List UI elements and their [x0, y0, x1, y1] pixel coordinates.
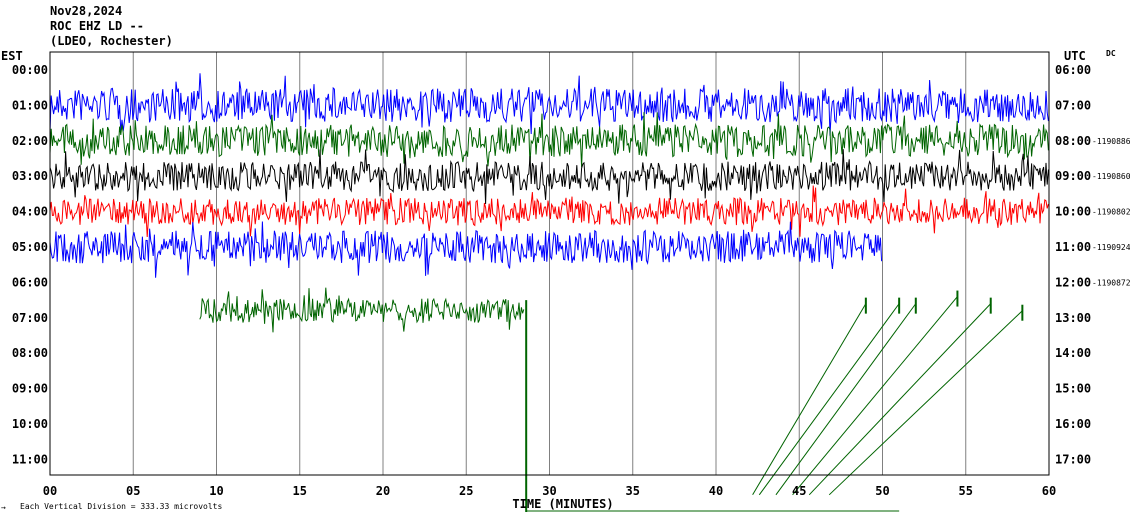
connector-line	[758, 303, 900, 496]
x-axis-title: TIME (MINUTES)	[512, 497, 613, 511]
right-time-tick: 06:00	[1055, 63, 1091, 77]
right-time-tick: 07:00	[1055, 98, 1091, 112]
left-timezone-label: EST	[1, 49, 23, 63]
left-time-tick: 01:00	[12, 98, 48, 112]
left-time-tick: 10:00	[12, 417, 48, 431]
right-time-tick: 13:00	[1055, 311, 1091, 325]
trace-3	[49, 149, 1049, 205]
right-time-tick: 08:00	[1055, 134, 1091, 148]
trace-4	[49, 185, 1049, 238]
x-tick-label: 20	[376, 484, 390, 498]
grid-lines	[132, 52, 967, 475]
trace-6	[199, 287, 525, 333]
left-time-tick: 06:00	[12, 275, 48, 289]
left-time-tick: 03:00	[12, 169, 48, 183]
right-time-tick: 15:00	[1055, 382, 1091, 396]
x-tick-label: 25	[459, 484, 473, 498]
x-tick-label: 10	[209, 484, 223, 498]
footer-arrow-icon: →	[1, 503, 6, 512]
trace-layer	[49, 73, 1049, 512]
connector-line	[808, 303, 992, 496]
x-tick-label: 45	[792, 484, 806, 498]
x-tick-label: 05	[126, 484, 140, 498]
connector-line	[775, 303, 917, 496]
right-time-tick: 09:00	[1055, 169, 1091, 183]
right-time-tick: 14:00	[1055, 346, 1091, 360]
left-time-tick: 05:00	[12, 240, 48, 254]
x-tick-label: 55	[959, 484, 973, 498]
row-count-label: -1190886	[1092, 137, 1130, 146]
left-time-tick: 08:00	[12, 346, 48, 360]
x-tick-label: 15	[293, 484, 307, 498]
row-count-label: -1190860	[1092, 172, 1130, 181]
connector-line	[792, 296, 958, 496]
plot-frame	[49, 51, 1050, 476]
x-tick-label: 30	[542, 484, 556, 498]
left-time-tick: 11:00	[12, 452, 48, 466]
x-tick-label: 40	[709, 484, 723, 498]
footer-scale-note: Each Vertical Division = 333.33 microvol…	[20, 502, 223, 511]
x-tick-label: 50	[875, 484, 889, 498]
right-time-tick: 17:00	[1055, 452, 1091, 466]
right-time-tick: 11:00	[1055, 240, 1091, 254]
plot-date: Nov28,2024	[50, 4, 123, 18]
left-time-tick: 07:00	[12, 311, 48, 325]
connector-line	[828, 310, 1023, 496]
right-time-tick: 12:00	[1055, 275, 1091, 289]
row-count-label: -1190924	[1092, 243, 1130, 252]
row-count-label: -1190872	[1092, 278, 1130, 287]
network-name: (LDEO, Rochester)	[50, 34, 173, 48]
left-time-tick: 04:00	[12, 205, 48, 219]
axis-labels: 00:00 01:00 02:00 03:00 04:00 05:00 06:00 07:00…	[12, 63, 1130, 498]
right-timezone-label: UTC	[1064, 49, 1086, 63]
trace-5	[49, 221, 883, 278]
x-tick-label: 00	[43, 484, 57, 498]
left-time-tick: 09:00	[12, 382, 48, 396]
connector-layer	[752, 290, 1024, 496]
trace-1	[49, 73, 1049, 136]
dc-label: DC	[1106, 49, 1116, 58]
station-code: ROC EHZ LD --	[50, 19, 144, 33]
x-tick-label: 60	[1042, 484, 1056, 498]
connector-line	[752, 303, 867, 496]
right-time-tick: 16:00	[1055, 417, 1091, 431]
left-time-tick: 00:00	[12, 63, 48, 77]
row-count-label: -1190802	[1092, 208, 1130, 217]
left-time-tick: 02:00	[12, 134, 48, 148]
trace-2	[49, 112, 1049, 168]
right-time-tick: 10:00	[1055, 205, 1091, 219]
x-tick-label: 35	[626, 484, 640, 498]
